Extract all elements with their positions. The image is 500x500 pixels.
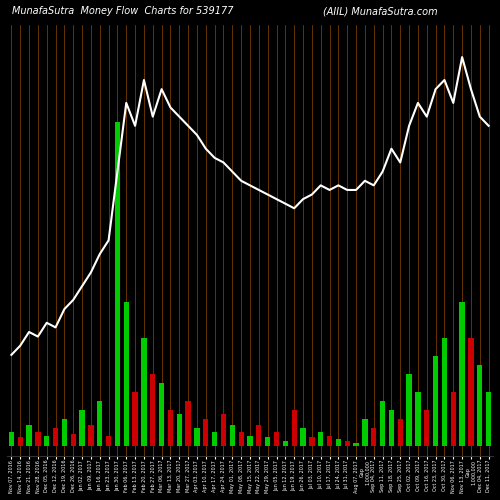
- Bar: [327, 436, 332, 446]
- Bar: [80, 410, 84, 446]
- Bar: [18, 438, 23, 446]
- Bar: [265, 438, 270, 446]
- Bar: [35, 432, 40, 446]
- Bar: [106, 436, 111, 446]
- Bar: [292, 410, 297, 446]
- Bar: [450, 392, 456, 446]
- Bar: [460, 302, 465, 446]
- Bar: [477, 366, 482, 446]
- Bar: [221, 414, 226, 446]
- Bar: [132, 392, 138, 446]
- Bar: [433, 356, 438, 446]
- Bar: [203, 420, 208, 446]
- Bar: [53, 428, 58, 446]
- Bar: [212, 432, 218, 446]
- Bar: [442, 338, 447, 446]
- Bar: [176, 414, 182, 446]
- Bar: [115, 122, 120, 446]
- Bar: [424, 410, 430, 446]
- Bar: [380, 402, 385, 446]
- Bar: [389, 410, 394, 446]
- Bar: [354, 443, 358, 446]
- Bar: [398, 420, 403, 446]
- Bar: [406, 374, 412, 446]
- Bar: [26, 425, 32, 446]
- Bar: [256, 425, 262, 446]
- Bar: [194, 428, 200, 446]
- Bar: [336, 440, 341, 446]
- Bar: [168, 410, 173, 446]
- Bar: [344, 441, 350, 446]
- Bar: [362, 420, 368, 446]
- Bar: [88, 425, 94, 446]
- Bar: [248, 436, 252, 446]
- Bar: [159, 384, 164, 446]
- Bar: [70, 434, 76, 446]
- Bar: [186, 402, 191, 446]
- Bar: [44, 436, 50, 446]
- Bar: [97, 402, 102, 446]
- Bar: [8, 432, 14, 446]
- Text: MunafaSutra  Money Flow  Charts for 539177: MunafaSutra Money Flow Charts for 539177: [12, 6, 234, 16]
- Bar: [230, 425, 235, 446]
- Bar: [124, 302, 129, 446]
- Bar: [309, 438, 314, 446]
- Bar: [238, 432, 244, 446]
- Bar: [142, 338, 146, 446]
- Bar: [318, 432, 324, 446]
- Bar: [282, 441, 288, 446]
- Bar: [416, 392, 420, 446]
- Bar: [150, 374, 156, 446]
- Bar: [486, 392, 492, 446]
- Bar: [371, 428, 376, 446]
- Bar: [300, 428, 306, 446]
- Bar: [62, 420, 67, 446]
- Bar: [274, 432, 279, 446]
- Bar: [468, 338, 473, 446]
- Text: (AIIL) MunafaSutra.com: (AIIL) MunafaSutra.com: [323, 6, 438, 16]
